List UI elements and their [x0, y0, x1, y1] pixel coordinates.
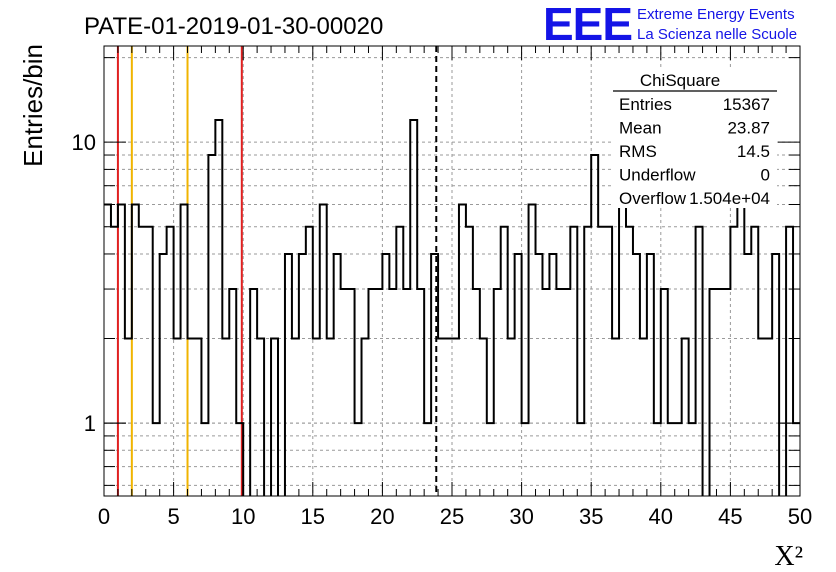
x-tick-label: 30	[509, 504, 533, 529]
histogram-outline	[104, 118, 800, 496]
y-tick-label: 1	[84, 411, 96, 436]
x-tick-label: 20	[370, 504, 394, 529]
stats-label: Mean	[619, 119, 662, 138]
stats-value: 23.87	[727, 119, 770, 138]
stats-label: RMS	[619, 142, 657, 161]
x-axis-label: X²	[774, 541, 803, 572]
tick-layer: 0 5 10 15 20 25 30 35 40 45 50 1 10	[72, 46, 812, 529]
stats-label: Overflow	[619, 189, 687, 208]
stats-box: ChiSquare Entries 15367 Mean 23.87 RMS 14.5 Un…	[613, 68, 777, 208]
stats-title: ChiSquare	[640, 71, 720, 90]
logo-line2: La Scienza nelle Scuole	[637, 26, 797, 43]
x-tick-label: 15	[301, 504, 325, 529]
x-tick-label: 0	[98, 504, 110, 529]
stats-label: Underflow	[619, 166, 696, 185]
y-axis-label: Entries/bin	[18, 44, 48, 167]
logo-mark: EEE	[543, 0, 632, 50]
logo-line1: Extreme Energy Events	[637, 6, 795, 23]
chart-title: PATE-01-2019-01-30-00020	[84, 13, 383, 40]
x-tick-label: 25	[440, 504, 464, 529]
y-tick-label: 10	[72, 130, 96, 155]
stats-value: 1.504e+04	[689, 189, 770, 208]
x-tick-label: 50	[788, 504, 812, 529]
x-tick-label: 5	[167, 504, 179, 529]
x-tick-label: 10	[231, 504, 255, 529]
stats-value: 15367	[723, 95, 770, 114]
x-tick-label: 45	[718, 504, 742, 529]
stats-label: Entries	[619, 95, 672, 114]
stats-value: 0	[761, 166, 770, 185]
x-tick-label: 35	[579, 504, 603, 529]
eee-logo: EEE Extreme Energy Events La Scienza nel…	[543, 0, 797, 50]
x-tick-label: 40	[649, 504, 673, 529]
stats-value: 14.5	[737, 142, 770, 161]
stats-rows: Entries 15367 Mean 23.87 RMS 14.5 Underflow 0 Ov…	[619, 95, 770, 208]
